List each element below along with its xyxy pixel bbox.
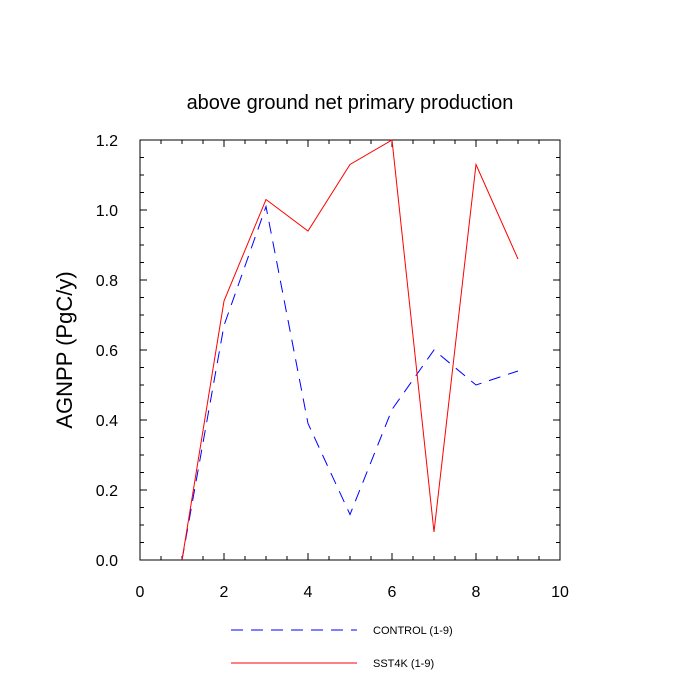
x-tick-label: 10: [551, 584, 569, 601]
y-tick-label: 0.2: [96, 483, 118, 500]
x-tick-label: 6: [388, 584, 397, 601]
legend-label: SST4K (1-9): [373, 658, 434, 670]
x-tick-label: 4: [304, 584, 313, 601]
x-tick-label: 2: [220, 584, 229, 601]
x-tick-label: 0: [136, 584, 145, 601]
series-line-sst4k: [181, 139, 519, 561]
y-tick-label: 0.0: [96, 553, 118, 570]
y-tick-label: 1.0: [96, 203, 118, 220]
legend-label: CONTROL (1-9): [373, 625, 453, 637]
y-tick-label: 0.6: [96, 343, 118, 360]
y-tick-label: 0.4: [96, 413, 118, 430]
axis-ticks: 0 2 4 6 8 10 0.0 0.2 0.4 0.6 0.8 1.0 1.2: [96, 133, 569, 601]
series-line-control: [181, 204, 519, 561]
legend: CONTROL (1-9) SST4K (1-9): [231, 625, 453, 670]
x-tick-label: 8: [472, 584, 481, 601]
series-lines: [181, 139, 519, 561]
y-tick-label: 0.8: [96, 273, 118, 290]
chart-title: above ground net primary production: [187, 92, 514, 114]
y-axis-label: AGNPP (PgC/y): [52, 271, 77, 428]
y-tick-label: 1.2: [96, 133, 118, 150]
plot-frame: [139, 139, 561, 561]
